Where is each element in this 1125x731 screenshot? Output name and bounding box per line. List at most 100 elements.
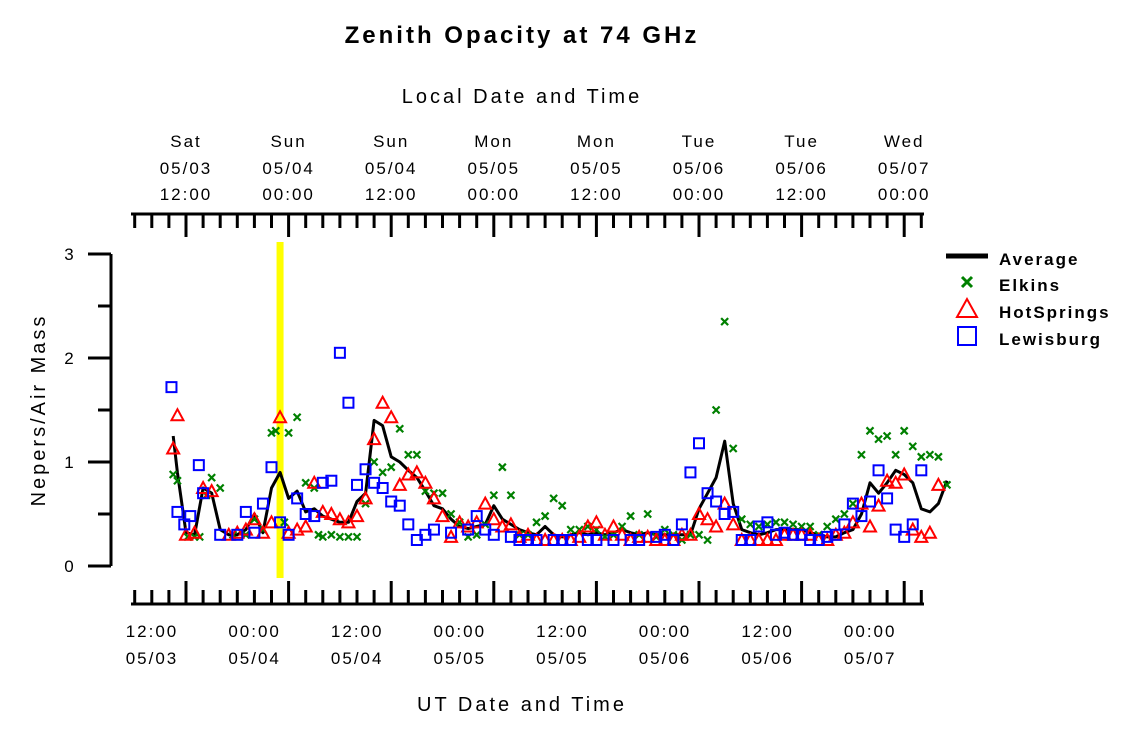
legend-swatch-lewisburg [957, 326, 977, 346]
lewisburg-point [718, 508, 731, 520]
lewisburg-point [727, 505, 740, 518]
lewisburg-point [838, 518, 851, 531]
elkins-point [489, 491, 499, 500]
top-tick-date: 05/03 [160, 159, 213, 178]
elkins-point [737, 514, 747, 524]
top-tick-time: 00:00 [468, 185, 521, 204]
bottom-tick-time: 00:00 [434, 622, 487, 641]
lewisburg-point [265, 461, 278, 474]
hotsprings-point [400, 466, 416, 481]
lewisburg-point [214, 528, 227, 541]
elkins-point [314, 530, 323, 540]
y-axis-title: Nepers/Air Mass [28, 314, 50, 507]
lewisburg-point [898, 530, 911, 543]
series-lewisburg [165, 346, 928, 546]
hotsprings-point [186, 524, 203, 539]
lewisburg-point [248, 526, 261, 539]
top-tick-day: Tue [682, 132, 717, 151]
lewisburg-point [821, 530, 834, 543]
top-tick-time: 12:00 [775, 185, 828, 204]
elkins-point [711, 405, 721, 415]
elkins-point [857, 450, 866, 459]
y-tick-label: 3 [64, 245, 75, 264]
lewisburg-point [487, 528, 500, 541]
top-tick-time: 00:00 [878, 185, 931, 204]
hotsprings-point [417, 474, 434, 489]
elkins-point [925, 450, 935, 459]
bottom-axis-title: UT Date and Time [417, 694, 627, 716]
lewisburg-point [804, 534, 817, 546]
lewisburg-point [624, 534, 637, 546]
lewisburg-point [881, 492, 894, 505]
elkins-point [327, 530, 336, 540]
y-tick-label: 1 [64, 453, 75, 472]
elkins-point [840, 509, 849, 519]
bottom-tick-date: 05/06 [741, 649, 794, 668]
elkins-point [173, 476, 182, 485]
lewisburg-point [342, 396, 355, 409]
lewisburg-point [607, 534, 620, 546]
elkins-point [728, 444, 738, 453]
hotsprings-point [486, 511, 502, 526]
elkins-point [335, 532, 345, 542]
lewisburg-point [282, 528, 295, 541]
lewisburg-point [581, 534, 594, 546]
lewisburg-point [256, 497, 269, 510]
lewisburg-point [402, 518, 415, 531]
lewisburg-point [915, 464, 928, 477]
elkins-point [498, 462, 507, 472]
elkins-point [882, 431, 892, 441]
legend-label: Elkins [999, 276, 1061, 295]
series-elkins [168, 317, 952, 545]
hotsprings-point [699, 511, 716, 526]
hotsprings-point [392, 476, 408, 491]
elkins-point [404, 450, 413, 459]
elkins-point [703, 535, 712, 545]
top-tick-date: 05/04 [262, 159, 315, 178]
elkins-point [532, 518, 541, 527]
elkins-point [566, 525, 576, 534]
bottom-tick-time: 12:00 [331, 622, 384, 641]
lewisburg-point [504, 530, 517, 543]
elkins-point [271, 426, 281, 436]
lewisburg-point [197, 487, 210, 500]
lewisburg-point [812, 534, 825, 546]
hotsprings-point [246, 511, 263, 526]
lewisburg-point [650, 530, 663, 543]
hotsprings-point [165, 440, 181, 455]
lewisburg-point [427, 523, 440, 536]
elkins-point [301, 478, 310, 488]
y-tick-label: 0 [64, 557, 75, 576]
elkins-point [746, 520, 755, 529]
bottom-tick-time: 12:00 [126, 622, 179, 641]
elkins-point [788, 520, 798, 529]
elkins-point [934, 452, 943, 462]
elkins-point [643, 509, 652, 519]
lewisburg-point [829, 528, 842, 541]
hotsprings-point [494, 518, 511, 533]
lewisburg-point [316, 476, 329, 489]
hotsprings-point [374, 394, 391, 409]
top-tick-date: 05/06 [775, 159, 828, 178]
axes: Sat 05/03 12:00 Sun 05/04 00:00 Sun 05/04 12:00 M… [64, 132, 931, 668]
lewisburg-point [872, 464, 885, 477]
top-tick-date: 05/06 [673, 159, 726, 178]
lewisburg-point [855, 510, 868, 523]
lewisburg-point [684, 466, 697, 479]
lewisburg-point [701, 487, 714, 500]
top-tick-time: 00:00 [262, 185, 315, 204]
elkins-point [831, 514, 841, 524]
elkins-point [344, 532, 353, 542]
lewisburg-point [274, 516, 287, 529]
hotsprings-point [691, 505, 707, 520]
legend-label: Lewisburg [999, 330, 1102, 349]
hotsprings-point [349, 507, 365, 523]
elkins-point [395, 424, 405, 433]
elkins-point [626, 511, 635, 521]
hotsprings-point [357, 490, 374, 505]
hotsprings-point [426, 490, 442, 505]
hotsprings-point [383, 409, 399, 424]
lewisburg-point [522, 534, 534, 546]
bottom-tick-time: 12:00 [741, 622, 794, 641]
lewisburg-point [667, 534, 680, 546]
